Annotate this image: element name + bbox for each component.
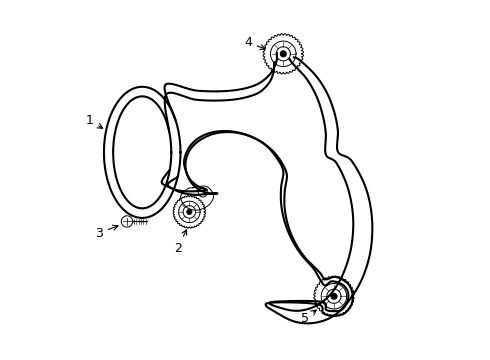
Text: 5: 5 [300,310,316,325]
Text: 4: 4 [244,36,265,50]
Text: 3: 3 [95,225,118,240]
Text: 1: 1 [86,114,102,128]
Circle shape [331,293,337,300]
Circle shape [187,209,192,215]
Circle shape [280,51,287,57]
Text: 2: 2 [174,230,187,255]
